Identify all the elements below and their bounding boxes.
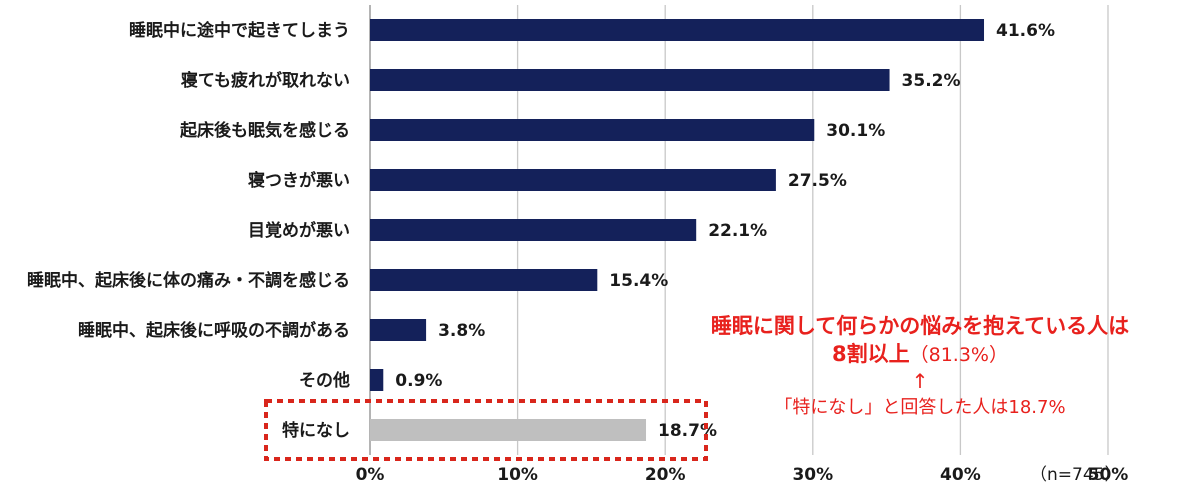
bar: [370, 219, 697, 241]
callout-annotation: 睡眠に関して何らかの悩みを抱えている人は 8割以上（81.3%） ↑ 「特になし…: [660, 312, 1180, 421]
x-tick-label: 10%: [497, 465, 538, 485]
category-label: 寝ても疲れが取れない: [181, 70, 350, 91]
sample-size-label: （n=745）: [1030, 465, 1121, 485]
up-arrow-icon: ↑: [911, 369, 929, 393]
bar: [370, 419, 647, 441]
callout-headline: 睡眠に関して何らかの悩みを抱えている人は: [710, 314, 1130, 338]
value-label: 3.8%: [438, 321, 485, 341]
x-tick-label: 0%: [356, 465, 385, 485]
x-tick-label: 40%: [940, 465, 981, 485]
bar: [370, 319, 427, 341]
bar: [370, 69, 890, 91]
value-label: 15.4%: [609, 271, 668, 291]
category-label: 起床後も眠気を感じる: [179, 120, 350, 141]
category-label: その他: [299, 370, 350, 391]
bar: [370, 169, 776, 191]
value-label: 22.1%: [708, 221, 767, 241]
callout-subheadline: 8割以上（81.3%）: [660, 340, 1180, 369]
value-label: 30.1%: [826, 121, 885, 141]
value-label: 18.7%: [658, 421, 717, 441]
category-label: 睡眠中に途中で起きてしまう: [129, 20, 350, 41]
bar: [370, 19, 985, 41]
x-tick-label: 20%: [645, 465, 686, 485]
callout-percent: （81.3%）: [909, 344, 1008, 366]
x-tick-label: 50%: [1088, 465, 1129, 485]
value-label: 35.2%: [902, 71, 961, 91]
value-label: 41.6%: [996, 21, 1055, 41]
category-label: 睡眠中、起床後に呼吸の不調がある: [78, 320, 350, 341]
value-label: 0.9%: [395, 371, 442, 391]
callout-note: 「特になし」と回答した人は18.7%: [774, 397, 1066, 418]
category-label: 目覚めが悪い: [248, 220, 350, 241]
bar: [370, 119, 815, 141]
category-label: 特になし: [282, 420, 350, 441]
category-label: 寝つきが悪い: [248, 170, 350, 191]
highlight-box: [264, 399, 708, 461]
x-tick-label: 30%: [792, 465, 833, 485]
bar: [370, 269, 598, 291]
value-label: 27.5%: [788, 171, 847, 191]
callout-main-text: 8割以上: [832, 342, 910, 366]
category-label: 睡眠中、起床後に体の痛み・不調を感じる: [27, 270, 350, 291]
bar: [370, 369, 384, 391]
